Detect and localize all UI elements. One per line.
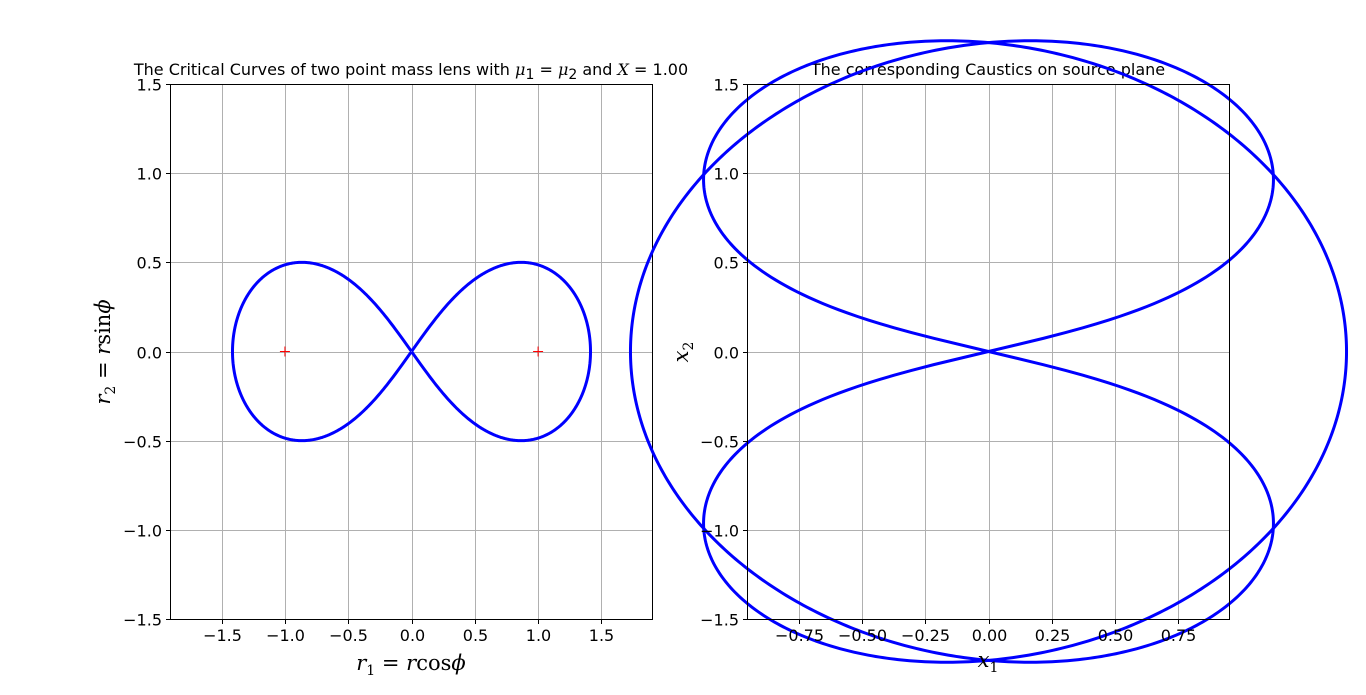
critical-xtick-label: −0.5 [329, 626, 368, 645]
caustic-xtick-label: −0.75 [775, 626, 824, 645]
critical-xtick-label: 1.5 [589, 626, 614, 645]
caustic-ytick-label: 1.0 [714, 165, 739, 184]
caustic-ytick-label: 0.5 [714, 254, 739, 273]
lens-markers [279, 346, 544, 357]
caustic-xtick-label: 0.50 [1098, 626, 1134, 645]
lens-marker [533, 346, 544, 357]
critical-ytick-label: 0.5 [137, 254, 162, 273]
caustic-xtick-label: 0.00 [972, 626, 1008, 645]
caustic-ytick-label: 1.5 [714, 76, 739, 95]
caustics-ylabel: x2 [669, 342, 697, 363]
critical-xtick-label: 1.0 [526, 626, 551, 645]
critical-curves-panel: The Critical Curves of two point mass le… [91, 60, 688, 679]
caustics-panel: The corresponding Caustics on source pla… [628, 39, 1349, 676]
critical-ytick-label: −1.0 [123, 522, 162, 541]
critical-ytick-label: −0.5 [123, 433, 162, 452]
critical-curve-lobe [410, 260, 593, 443]
critical-curve [230, 260, 593, 443]
caustic-xtick-label: 0.75 [1161, 626, 1197, 645]
critical-curves-xlabel: r1 = rcosϕ [356, 651, 465, 679]
critical-xtick-label: 0.0 [400, 626, 425, 645]
caustic-ytick-label: 0.0 [714, 344, 739, 363]
critical-curves-ylabel: r2 = rsinϕ [91, 299, 119, 404]
lens-marker [279, 346, 290, 357]
caustic-ytick-label: −0.5 [700, 433, 739, 452]
caustic-xtick-label: −0.25 [901, 626, 950, 645]
critical-curve-lobe [230, 260, 413, 443]
caustic-xtick-label: 0.25 [1035, 626, 1071, 645]
critical-curves-title: The Critical Curves of two point mass le… [133, 60, 688, 83]
critical-ytick-label: 0.0 [137, 344, 162, 363]
critical-ytick-label: 1.5 [137, 76, 162, 95]
critical-xtick-label: −1.0 [266, 626, 305, 645]
critical-curves-ticks: −1.5 −1.0 −0.5 0.0 0.5 1.0 1.5 −1.5 −1.0 −0.5 0.0 0… [123, 76, 614, 646]
critical-ytick-label: 1.0 [137, 165, 162, 184]
critical-ytick-label: −1.5 [123, 611, 162, 630]
caustic-ytick-label: −1.0 [700, 522, 739, 541]
caustics-title: The corresponding Caustics on source pla… [810, 60, 1165, 79]
critical-xtick-label: −1.5 [203, 626, 242, 645]
caustic-ytick-label: −1.5 [700, 611, 739, 630]
critical-xtick-label: 0.5 [463, 626, 488, 645]
caustic-xtick-label: −0.50 [838, 626, 887, 645]
caustics-ticks: −0.75 −0.50 −0.25 0.00 0.25 0.50 0.75 −1.5 −1.0 −… [700, 76, 1196, 646]
caustics-xlabel: x1 [978, 648, 999, 676]
